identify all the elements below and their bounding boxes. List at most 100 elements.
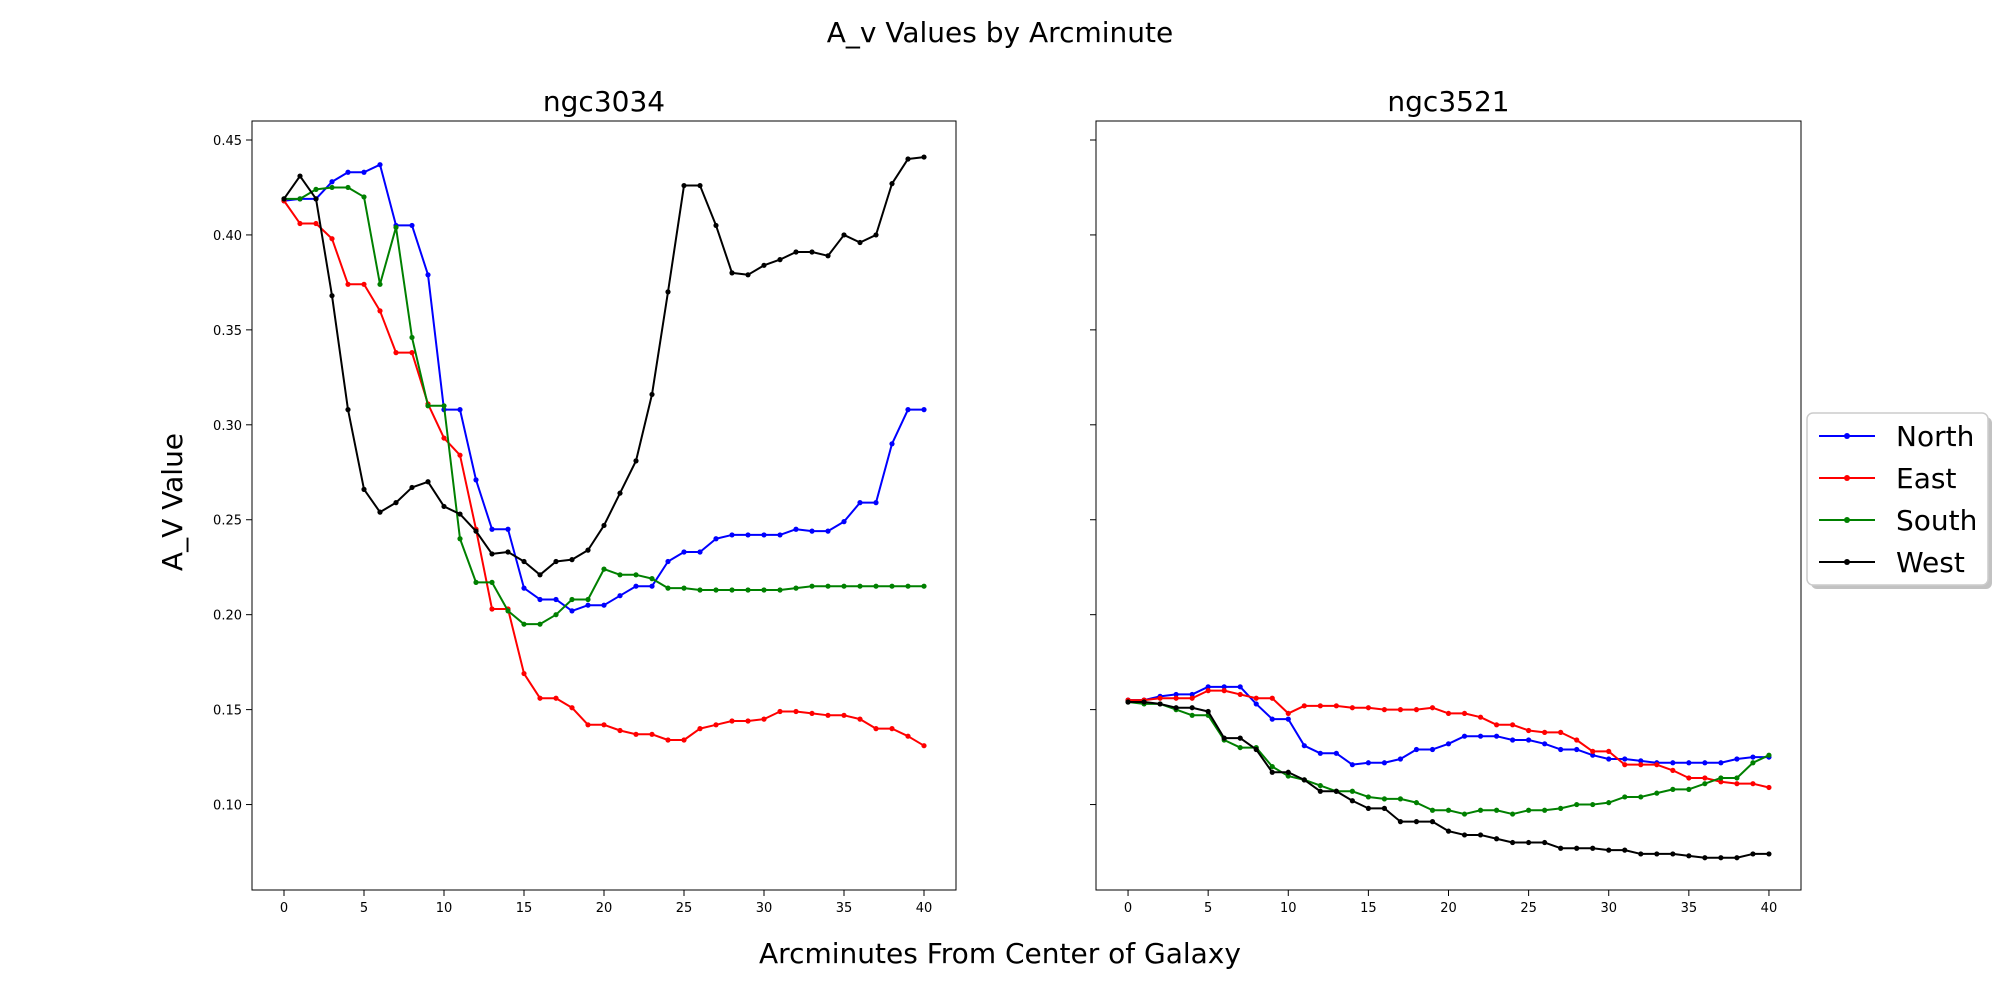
figure-xlabel: Arcminutes From Center of Galaxy — [759, 937, 1241, 970]
x-tick-label: 0 — [280, 901, 288, 916]
data-point-west — [1461, 832, 1468, 838]
data-point-south — [505, 608, 511, 614]
x-tick-label: 20 — [596, 901, 613, 916]
data-point-north — [649, 583, 655, 589]
data-point-north — [889, 441, 895, 447]
data-point-north — [1574, 746, 1580, 753]
data-point-west — [905, 156, 911, 162]
data-point-west — [505, 549, 511, 555]
y-tick-label: 0.45 — [213, 134, 242, 149]
data-point-south — [1285, 773, 1291, 779]
data-point-west — [1718, 855, 1724, 861]
data-point-south — [921, 583, 927, 589]
data-point-south — [1526, 807, 1532, 813]
data-point-south — [905, 583, 911, 589]
data-point-south — [1638, 794, 1644, 800]
data-point-east — [297, 220, 303, 227]
data-point-south — [393, 224, 399, 230]
data-point-south — [1493, 807, 1500, 813]
data-point-west — [1750, 851, 1756, 857]
data-point-south — [1702, 781, 1708, 787]
series-line-south — [1127, 701, 1770, 816]
data-point-east — [1718, 779, 1724, 785]
data-point-west — [1542, 839, 1548, 846]
data-point-east — [345, 281, 351, 287]
data-point-north — [489, 526, 495, 532]
data-point-north — [1253, 701, 1259, 707]
data-point-north — [473, 477, 479, 483]
data-point-east — [1766, 784, 1772, 791]
x-tick-label: 10 — [1280, 901, 1297, 916]
data-point-south — [377, 281, 383, 287]
data-point-west — [1766, 851, 1772, 857]
data-point-west — [521, 558, 527, 565]
x-tick-label: 10 — [436, 901, 453, 916]
data-point-west — [1125, 699, 1131, 705]
data-point-west — [1301, 777, 1307, 783]
data-point-east — [1413, 707, 1420, 713]
data-point-west — [825, 253, 831, 259]
data-point-south — [1445, 807, 1452, 813]
data-point-west — [1445, 828, 1452, 834]
y-tick-label: 0.30 — [213, 419, 242, 434]
data-point-west — [1493, 836, 1500, 842]
data-point-south — [1349, 788, 1355, 794]
data-point-south — [489, 579, 495, 586]
data-point-west — [1285, 769, 1291, 775]
legend-frame — [1806, 412, 1989, 586]
data-point-north — [857, 500, 863, 506]
data-point-west — [473, 528, 479, 534]
data-point-south — [409, 334, 415, 341]
data-point-south — [1606, 800, 1612, 806]
y-tick-label: 0.15 — [213, 704, 242, 719]
x-tick-label: 15 — [1360, 901, 1377, 916]
data-point-west — [1670, 851, 1676, 857]
data-point-north — [1526, 737, 1532, 743]
data-point-south — [1317, 782, 1323, 789]
data-point-east — [761, 716, 767, 722]
data-point-south — [441, 403, 447, 409]
data-point-north — [1189, 691, 1195, 698]
data-point-north — [1381, 760, 1388, 766]
data-point-west — [297, 173, 303, 179]
data-point-west — [1221, 735, 1227, 741]
x-tick-label: 40 — [1761, 901, 1778, 916]
data-point-north — [921, 407, 927, 413]
data-point-east — [1333, 703, 1339, 709]
data-point-south — [1189, 712, 1195, 718]
data-point-west — [681, 182, 687, 189]
data-point-south — [1654, 790, 1660, 796]
data-point-west — [313, 196, 319, 202]
data-point-south — [473, 579, 479, 586]
data-point-west — [841, 232, 847, 238]
data-point-north — [1542, 741, 1548, 747]
data-point-west — [1526, 839, 1532, 846]
data-point-south — [297, 196, 303, 202]
data-point-west — [1590, 845, 1596, 851]
data-point-north — [905, 407, 911, 413]
data-point-north — [1445, 741, 1452, 747]
data-point-east — [825, 712, 831, 718]
data-point-north — [873, 500, 879, 506]
data-point-south — [841, 583, 847, 589]
data-point-west — [1365, 805, 1371, 811]
data-point-north — [665, 558, 671, 565]
data-point-south — [1686, 786, 1692, 792]
data-point-east — [1542, 729, 1548, 736]
data-point-north — [1333, 750, 1339, 756]
data-point-east — [649, 731, 655, 737]
data-point-south — [713, 587, 719, 593]
data-point-north — [1590, 752, 1596, 758]
data-point-north — [1301, 743, 1307, 749]
data-point-east — [1702, 775, 1708, 781]
data-point-west — [1622, 847, 1628, 853]
data-point-south — [1429, 807, 1436, 813]
data-point-south — [1574, 801, 1580, 808]
data-point-west — [1734, 855, 1740, 861]
data-point-west — [457, 511, 463, 517]
data-point-south — [697, 587, 703, 593]
data-point-south — [425, 403, 431, 409]
data-point-west — [1509, 839, 1516, 846]
legend-label-west: West — [1896, 546, 1965, 579]
data-point-west — [537, 572, 543, 578]
